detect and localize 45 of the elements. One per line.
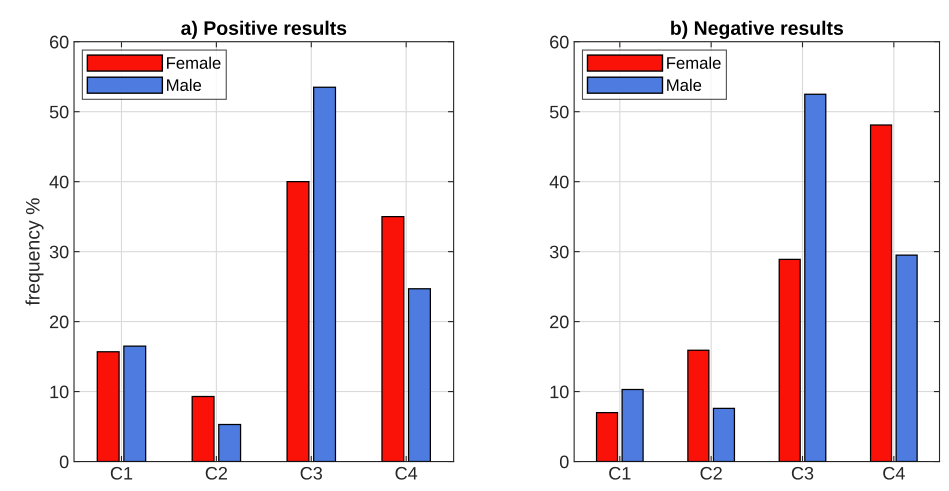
bar [621, 388, 644, 462]
bar [804, 94, 826, 462]
bar [96, 351, 120, 462]
legend-label: Male [167, 78, 202, 92]
bar [286, 181, 310, 462]
legend-label: Female [667, 56, 721, 69]
y-axis-title: frequency % [25, 198, 44, 306]
y-tick-label: 50 [50, 106, 68, 118]
bar [870, 124, 892, 462]
x-tick-label: C2 [206, 466, 228, 480]
y-tick-label: 10 [50, 386, 68, 398]
legend-label: Female [167, 56, 221, 69]
y-tick-label: 30 [50, 246, 68, 258]
bar [687, 350, 710, 462]
x-tick-label: C3 [300, 466, 322, 480]
y-tick-label: 10 [550, 386, 569, 398]
bar [123, 345, 146, 462]
y-tick-label: 30 [550, 246, 569, 258]
bar [596, 412, 618, 462]
y-tick-label: 50 [550, 106, 569, 118]
x-tick-label: C4 [883, 466, 905, 480]
x-tick-label: C1 [609, 466, 630, 480]
y-tick-label: 20 [550, 316, 569, 328]
bar [408, 288, 431, 462]
y-tick-label: 60 [50, 36, 68, 48]
chart-title: a) Positive results [181, 20, 346, 39]
y-tick-label: 40 [49, 176, 68, 188]
y-tick-label: 20 [50, 316, 68, 328]
bar [218, 424, 242, 462]
bar [896, 254, 918, 462]
y-tick-label: 60 [550, 36, 569, 48]
x-tick-label: C2 [700, 466, 722, 480]
bar [381, 216, 404, 462]
chart-title: b) Negative results [671, 20, 844, 39]
legend-label: Male [667, 78, 702, 92]
x-tick-label: C3 [792, 466, 814, 480]
x-tick-label: C1 [110, 466, 132, 480]
bar [712, 408, 736, 462]
bar [192, 396, 215, 462]
y-tick-label: 40 [550, 176, 569, 188]
y-tick-label: 0 [560, 455, 569, 468]
y-tick-label: 0 [60, 455, 68, 468]
bar [778, 258, 801, 462]
x-tick-label: C4 [396, 466, 418, 480]
bar [313, 86, 336, 462]
